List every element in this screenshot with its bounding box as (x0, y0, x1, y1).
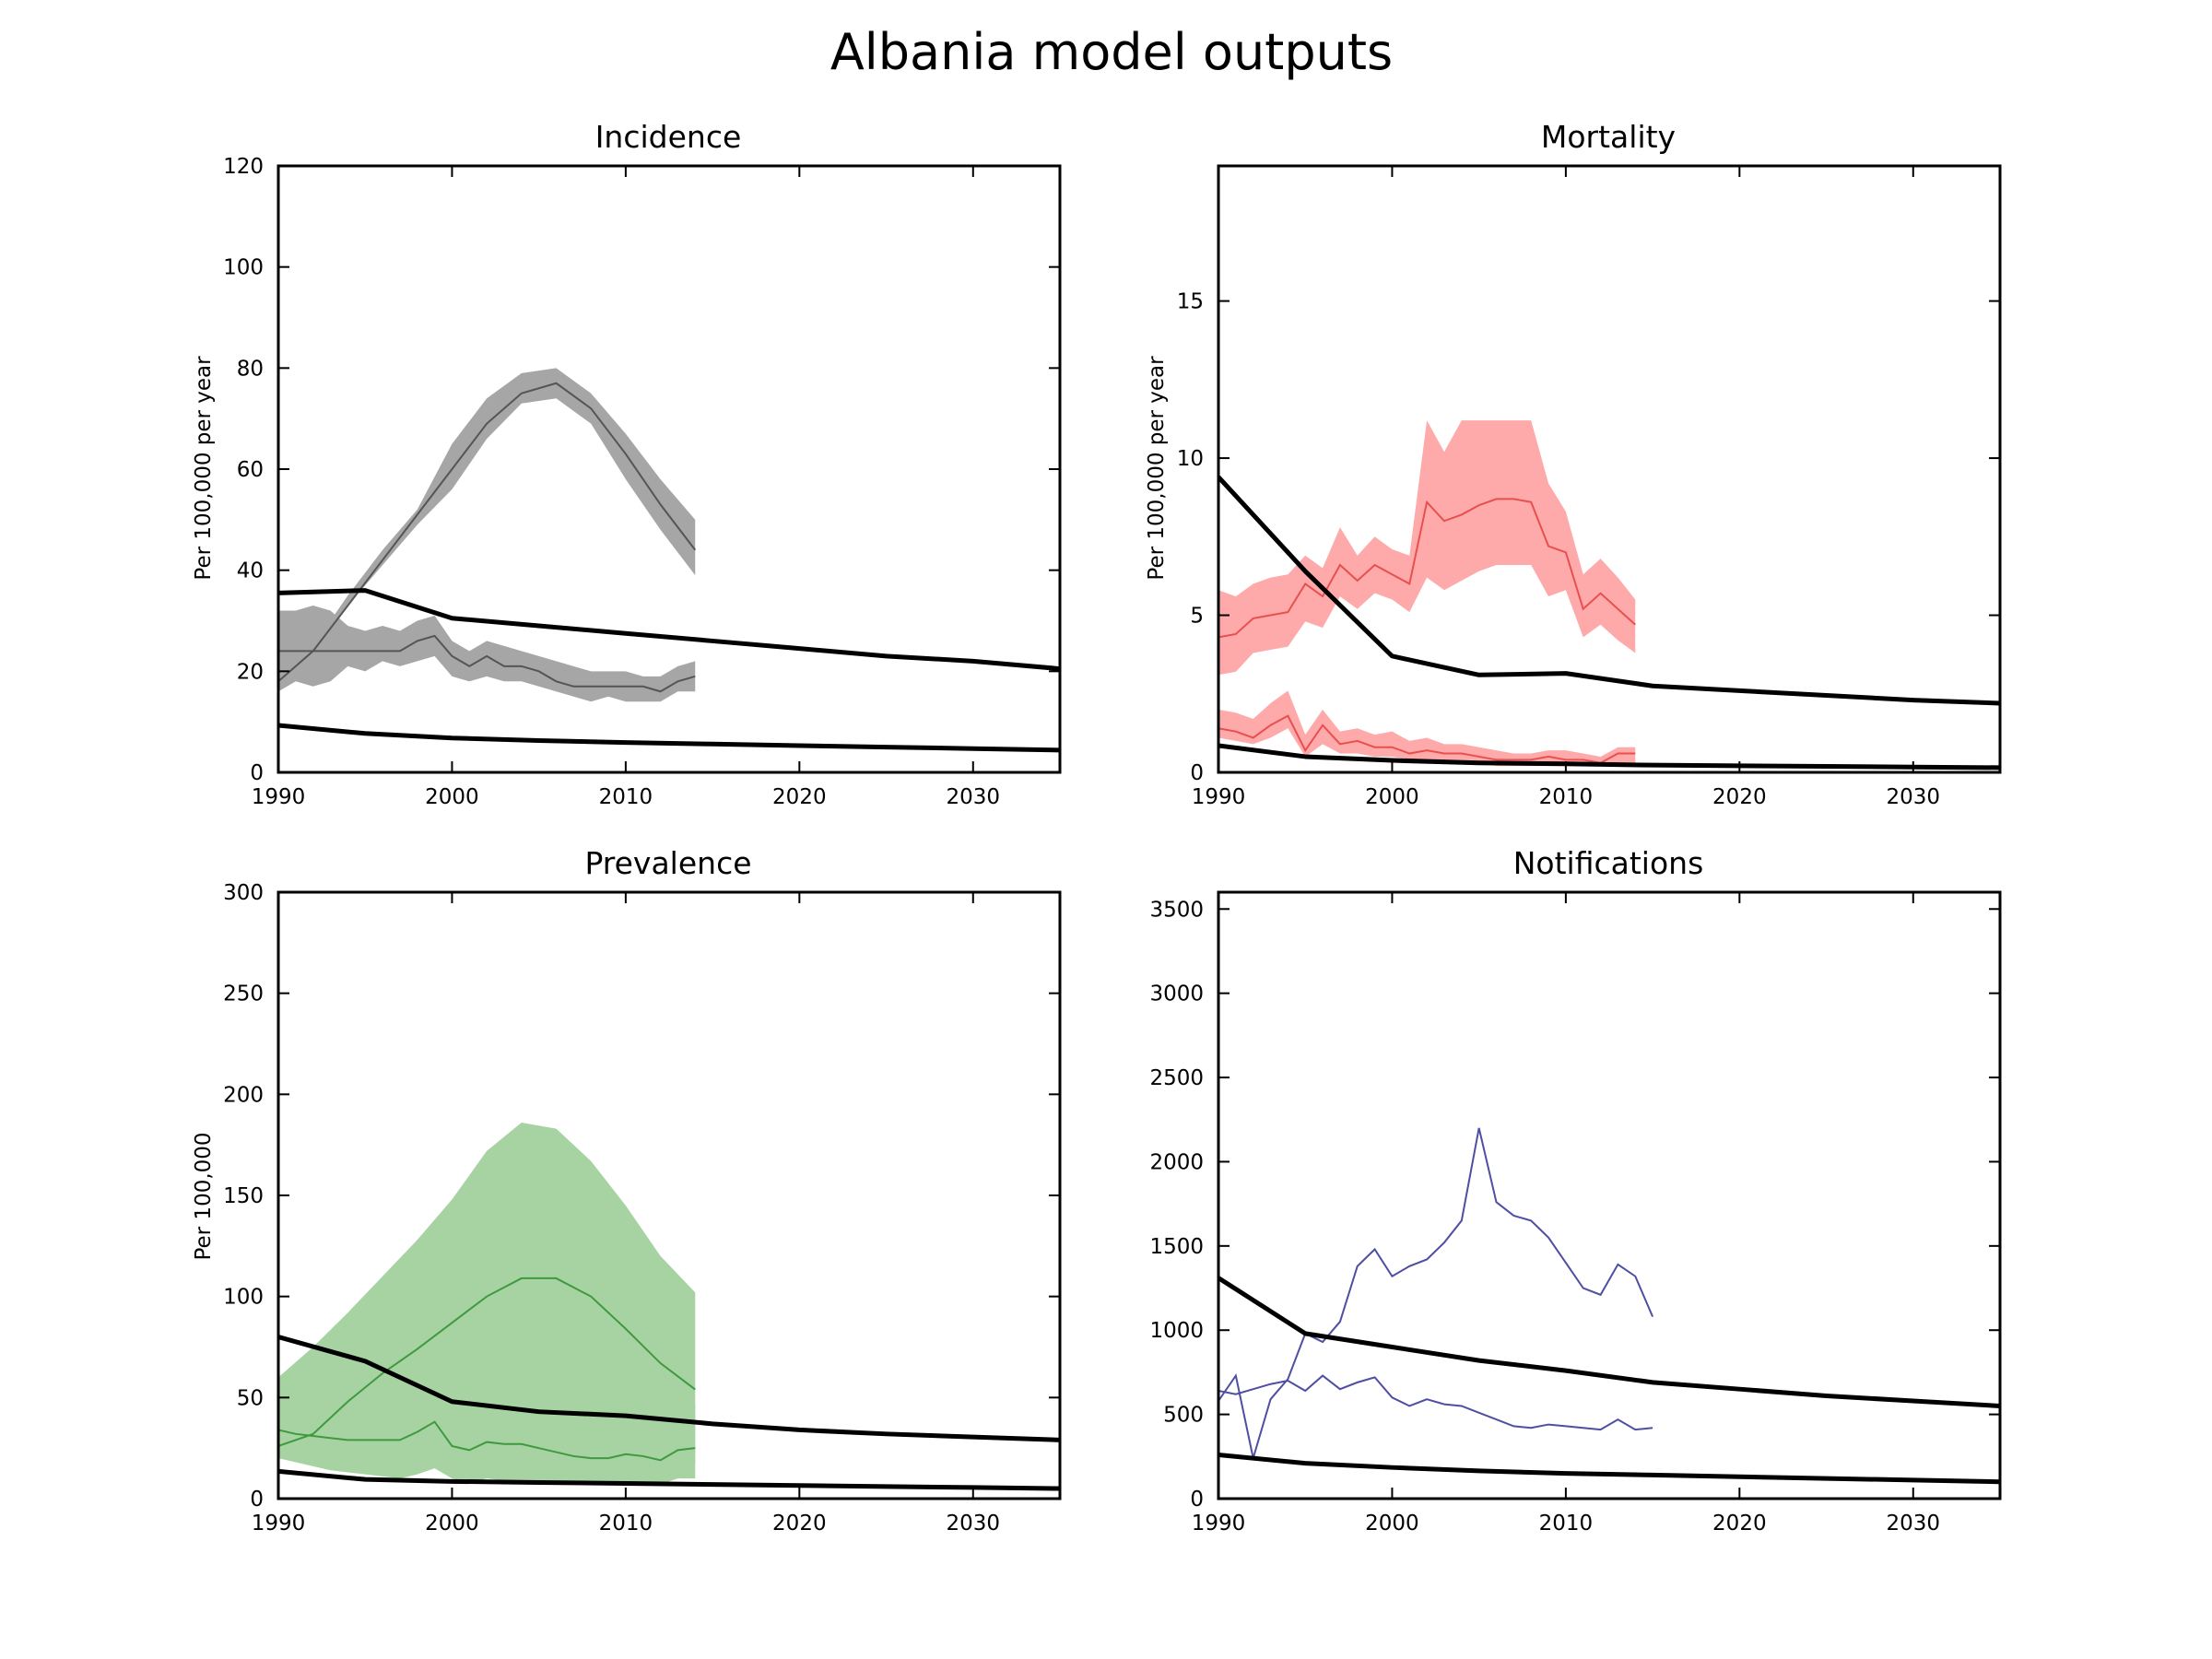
prevalence-title: Prevalence (584, 845, 751, 881)
prevalence-plot-area (278, 1123, 1060, 1491)
mortality-series-line-1 (1218, 714, 1636, 764)
mortality-ytick-label: 5 (1190, 605, 1204, 629)
prevalence-band-1 (278, 1367, 696, 1485)
mortality-model-line-1 (1218, 743, 2000, 771)
incidence-ytick-label: 0 (250, 761, 264, 785)
incidence-ytick-label: 60 (237, 458, 264, 482)
notifications-axes-frame (1217, 890, 2002, 1500)
prevalence-ytick-label: 150 (223, 1184, 264, 1208)
notifications-xtick-label: 2020 (1712, 1512, 1767, 1535)
incidence-model-line-1 (278, 723, 1060, 753)
incidence-xtick-label: 2010 (599, 785, 653, 809)
mortality-axes-frame (1217, 164, 2002, 774)
mortality-ytick-label: 15 (1177, 290, 1204, 314)
incidence-ytick-label: 40 (237, 559, 264, 583)
prevalence-ytick-label: 250 (223, 982, 264, 1006)
notifications-panel: Notifications 1990 2000 2010 2020 2030 0 500 10… (1149, 845, 2002, 1535)
notifications-model-line-0 (1218, 1276, 2000, 1408)
prevalence-xtick-label: 2030 (947, 1512, 1001, 1535)
mortality-xtick-label: 2020 (1712, 785, 1767, 809)
notifications-xtick-label: 1990 (1192, 1512, 1246, 1535)
mortality-xtick-label: 2010 (1539, 785, 1594, 809)
mortality-xtick-label: 2000 (1365, 785, 1419, 809)
prevalence-model-line-1 (278, 1468, 1060, 1491)
mortality-series-line-0 (1218, 498, 1636, 639)
notifications-xtick-label: 2030 (1887, 1512, 1941, 1535)
notifications-ytick-label: 1500 (1149, 1235, 1204, 1259)
mortality-plot-area (1218, 420, 2000, 771)
incidence-plot-area (278, 368, 1060, 753)
notifications-ytick-label: 0 (1190, 1488, 1204, 1512)
mortality-xtick-label: 2030 (1887, 785, 1941, 809)
notifications-ytick-label: 3500 (1149, 898, 1204, 922)
incidence-model-line-0 (278, 588, 1060, 672)
prevalence-band-0 (278, 1123, 696, 1465)
mortality-panel: Mortality Per 100,000 per year 1990 2000 2… (1145, 119, 2002, 809)
figure-title: Albania model outputs (830, 23, 1393, 81)
incidence-series-line-0 (278, 382, 697, 683)
notifications-ytick-label: 500 (1163, 1404, 1204, 1428)
notifications-title: Notifications (1513, 845, 1704, 881)
notifications-ytick-label: 2000 (1149, 1150, 1204, 1174)
incidence-ytick-label: 120 (223, 155, 264, 179)
mortality-band-1 (1218, 690, 1636, 767)
incidence-ylabel: Per 100,000 per year (192, 356, 216, 581)
prevalence-xtick-label: 2010 (599, 1512, 653, 1535)
incidence-panel: Incidence Per 100,000 per year 1990 2000 2… (192, 119, 1062, 809)
prevalence-xtick-label: 1990 (252, 1512, 306, 1535)
prevalence-ytick-label: 50 (237, 1386, 264, 1410)
notifications-xtick-label: 2000 (1365, 1512, 1419, 1535)
mortality-xtick-label: 1990 (1192, 785, 1246, 809)
incidence-band-1 (278, 606, 696, 702)
mortality-ytick-label: 0 (1190, 761, 1204, 785)
prevalence-ylabel: Per 100,000 (192, 1132, 216, 1260)
mortality-band-0 (1218, 420, 1636, 676)
mortality-ylabel: Per 100,000 per year (1145, 356, 1169, 581)
notifications-ytick-label: 2500 (1149, 1066, 1204, 1090)
notifications-series-line-1 (1218, 1374, 1653, 1431)
incidence-ytick-label: 20 (237, 660, 264, 684)
incidence-xtick-label: 2020 (772, 785, 827, 809)
prevalence-panel: Prevalence Per 100,000 1990 2000 2010 2020 2… (192, 845, 1062, 1535)
notifications-ytick-label: 1000 (1149, 1319, 1204, 1343)
prevalence-ytick-label: 200 (223, 1083, 264, 1107)
notifications-plot-area (1218, 1127, 2000, 1485)
mortality-ytick-label: 10 (1177, 447, 1204, 471)
notifications-model-line-1 (1218, 1452, 2000, 1485)
mortality-model-line-0 (1218, 475, 2000, 706)
incidence-xtick-label: 1990 (252, 785, 306, 809)
prevalence-ytick-label: 300 (223, 881, 264, 905)
prevalence-ytick-label: 0 (250, 1488, 264, 1512)
incidence-ytick-label: 80 (237, 357, 264, 381)
incidence-band-0 (278, 368, 696, 692)
incidence-title: Incidence (595, 119, 742, 155)
prevalence-model-line-0 (278, 1335, 1060, 1442)
incidence-series-line-1 (278, 634, 696, 693)
incidence-xtick-label: 2000 (425, 785, 479, 809)
notifications-xtick-label: 2010 (1539, 1512, 1594, 1535)
mortality-title: Mortality (1541, 119, 1676, 155)
prevalence-xtick-label: 2020 (772, 1512, 827, 1535)
incidence-xtick-label: 2030 (947, 785, 1001, 809)
prevalence-series-line-0 (278, 1277, 696, 1447)
incidence-ytick-label: 100 (223, 256, 264, 280)
prevalence-ytick-label: 100 (223, 1286, 264, 1310)
notifications-series-line-0 (1218, 1127, 1654, 1459)
prevalence-series-line-1 (278, 1420, 696, 1462)
notifications-ytick-label: 3000 (1149, 982, 1204, 1006)
prevalence-xtick-label: 2000 (425, 1512, 479, 1535)
